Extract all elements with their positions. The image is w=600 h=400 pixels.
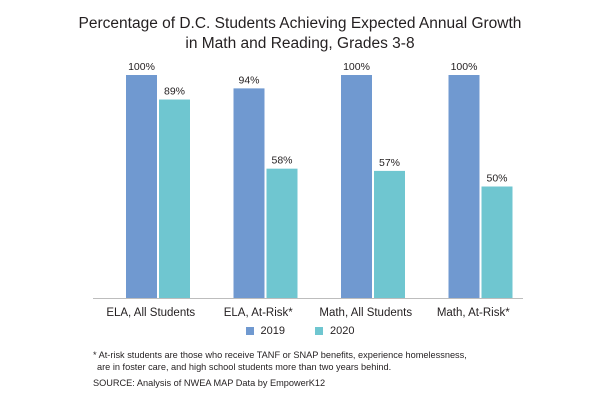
bar-2020-3 — [374, 170, 405, 298]
bar-2019-2 — [233, 88, 265, 298]
data-label-2019-4: 100% — [451, 61, 478, 73]
data-label-2020-3: 57% — [379, 157, 400, 169]
legend-label-2019: 2019 — [260, 325, 285, 337]
chart-subtitle: in Math and Reading, Grades 3-8 — [185, 35, 415, 52]
data-label-2020-4: 50% — [486, 173, 507, 185]
bar-2019-1 — [126, 75, 157, 298]
legend-swatch-2020 — [315, 327, 323, 335]
bar-chart: 100% 89% ELA, All Students 94% 58% ELA, At-Ri… — [93, 61, 523, 319]
legend-item-2019: 2019 — [245, 325, 285, 337]
legend-swatch-2019 — [245, 327, 254, 335]
data-label-2020-2: 58% — [271, 155, 292, 167]
bar-2019-4 — [448, 75, 480, 298]
bar-2019-3 — [341, 75, 372, 298]
data-label-2019-2: 94% — [238, 74, 259, 86]
category-label-3: Math, All Students — [319, 307, 412, 319]
bar-2020-1 — [159, 99, 190, 298]
bar-2020-2 — [266, 168, 298, 298]
data-label-2020-1: 89% — [164, 86, 185, 98]
chart-title: Percentage of D.C. Students Achieving Ex… — [78, 15, 522, 32]
category-label-1: ELA, All Students — [106, 307, 195, 319]
legend: 2019 2020 — [0, 325, 600, 337]
category-label-2: ELA, At-Risk* — [224, 307, 294, 319]
category-label-4: Math, At-Risk* — [437, 307, 510, 319]
legend-label-2020: 2020 — [330, 325, 355, 337]
source-note: SOURCE: Analysis of NWEA MAP Data by Emp… — [93, 378, 326, 388]
bar-2020-4 — [481, 186, 513, 298]
data-label-2019-1: 100% — [128, 61, 155, 73]
legend-item-2020: 2020 — [315, 325, 354, 337]
data-label-2019-3: 100% — [343, 61, 370, 73]
footnote-line-1: * At-risk students are those who receive… — [93, 350, 467, 360]
footnote-line-2: are in foster care, and high school stud… — [97, 362, 392, 372]
